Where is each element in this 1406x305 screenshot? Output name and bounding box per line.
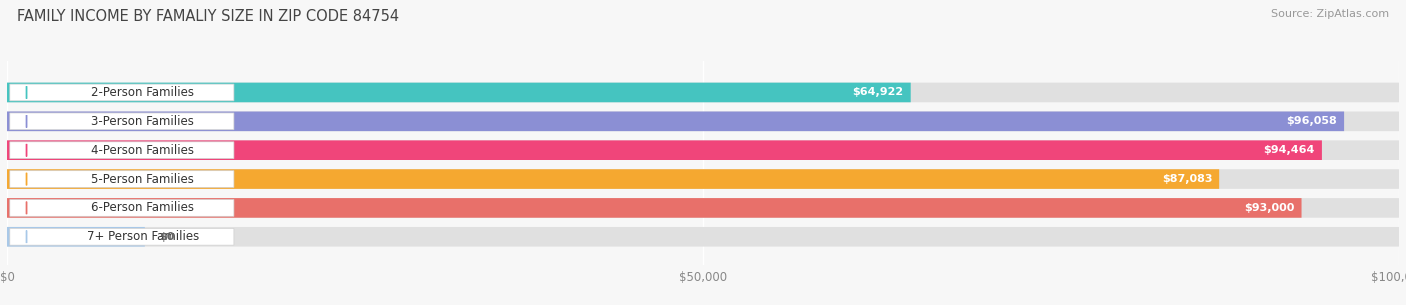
FancyBboxPatch shape xyxy=(7,112,1344,131)
FancyBboxPatch shape xyxy=(10,84,233,101)
Text: $87,083: $87,083 xyxy=(1161,174,1212,184)
Text: 7+ Person Families: 7+ Person Families xyxy=(87,230,198,243)
FancyBboxPatch shape xyxy=(7,198,1302,218)
FancyBboxPatch shape xyxy=(7,83,911,102)
Text: $94,464: $94,464 xyxy=(1264,145,1315,155)
Text: $64,922: $64,922 xyxy=(852,88,904,98)
Text: FAMILY INCOME BY FAMALIY SIZE IN ZIP CODE 84754: FAMILY INCOME BY FAMALIY SIZE IN ZIP COD… xyxy=(17,9,399,24)
FancyBboxPatch shape xyxy=(10,142,233,159)
FancyBboxPatch shape xyxy=(7,140,1399,160)
FancyBboxPatch shape xyxy=(7,198,1399,218)
FancyBboxPatch shape xyxy=(10,228,233,245)
Text: Source: ZipAtlas.com: Source: ZipAtlas.com xyxy=(1271,9,1389,19)
FancyBboxPatch shape xyxy=(7,169,1219,189)
Text: $96,058: $96,058 xyxy=(1286,116,1337,126)
FancyBboxPatch shape xyxy=(10,113,233,130)
FancyBboxPatch shape xyxy=(10,171,233,187)
Text: 5-Person Families: 5-Person Families xyxy=(91,173,194,185)
FancyBboxPatch shape xyxy=(7,227,1399,246)
FancyBboxPatch shape xyxy=(7,169,1399,189)
Text: 4-Person Families: 4-Person Families xyxy=(91,144,194,157)
FancyBboxPatch shape xyxy=(7,227,145,246)
FancyBboxPatch shape xyxy=(10,199,233,216)
Text: $93,000: $93,000 xyxy=(1244,203,1295,213)
Text: 6-Person Families: 6-Person Families xyxy=(91,201,194,214)
Text: 2-Person Families: 2-Person Families xyxy=(91,86,194,99)
Text: $0: $0 xyxy=(159,232,174,242)
FancyBboxPatch shape xyxy=(7,83,1399,102)
FancyBboxPatch shape xyxy=(7,140,1322,160)
FancyBboxPatch shape xyxy=(7,112,1399,131)
Text: 3-Person Families: 3-Person Families xyxy=(91,115,194,128)
